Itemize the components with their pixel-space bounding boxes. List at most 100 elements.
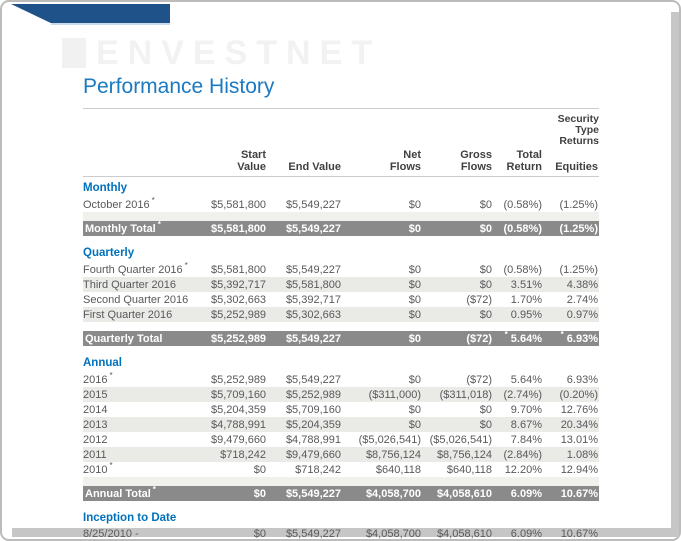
cell-equities: 20.34% <box>560 418 598 431</box>
total-row: Annual Total * $0 $5,549,227 $4,058,700 $4,05… <box>83 484 599 501</box>
column-header-end-value: End Value <box>288 161 341 173</box>
cell-net-flows: $0 <box>408 263 421 276</box>
header-divider <box>83 176 599 177</box>
report-content: Performance History Security Type Return… <box>83 3 599 540</box>
row-label-text: 8/25/2010 - 10/24/2016 <box>83 528 139 540</box>
title-divider <box>83 108 599 109</box>
cell-equities: 1.08% <box>566 448 598 461</box>
cell-total-return: (2.74%) <box>503 388 542 401</box>
cell-gross-flows: $0 <box>479 263 492 276</box>
row-label: Annual Total * <box>83 484 211 499</box>
cell-equities: 2.74% <box>566 293 598 306</box>
cell-start-value: $5,302,663 <box>211 293 267 306</box>
cell-total-return: * 5.64% <box>504 329 542 345</box>
cell-end-value: $718,242 <box>295 463 341 476</box>
cell-equities: 10.67% <box>560 528 598 540</box>
cell-gross-flows: $0 <box>479 198 492 211</box>
row-label: First Quarter 2016 <box>83 309 211 321</box>
cell-end-value: $5,549,227 <box>285 263 341 276</box>
security-type-returns-header: Security Type Returns <box>557 113 599 147</box>
cell-gross-flows: $0 <box>479 222 492 235</box>
cell-end-value: $5,549,227 <box>285 528 341 540</box>
cell-end-value: $5,549,227 <box>285 198 341 211</box>
cell-total-return: 9.70% <box>510 403 542 416</box>
cell-gross-flows: $8,756,124 <box>436 448 492 461</box>
column-header-equities: Equities <box>555 161 598 173</box>
cell-start-value: $4,788,991 <box>211 418 267 431</box>
cell-end-value: $5,549,227 <box>285 332 341 345</box>
table-row: 2013 $4,788,991 $5,204,359 $0 $0 8.67% 20.34% <box>83 417 599 432</box>
footnote-marker: * <box>504 329 508 339</box>
cell-start-value: $5,581,800 <box>211 222 267 235</box>
row-label-text: First Quarter 2016 <box>83 308 173 321</box>
table-row: October 2016 * $5,581,800 $5,549,227 $0 $0 (0.… <box>83 196 599 212</box>
cell-total-return: 12.20% <box>504 463 542 476</box>
row-label: 2013 <box>83 419 211 431</box>
column-header-net-flows: Net Flows <box>389 149 421 173</box>
total-row: Quarterly Total $5,252,989 $5,549,227 $0 ($7… <box>83 329 599 346</box>
row-label: 2016 * <box>83 371 211 386</box>
row-label: October 2016 * <box>83 196 211 210</box>
watermark-logo: ENVESTNET <box>62 36 381 70</box>
table-row: Third Quarter 2016 $5,392,717 $5,581,800 $0… <box>83 277 599 292</box>
cell-total-return: 1.70% <box>510 293 542 306</box>
cell-end-value: $5,709,160 <box>285 403 341 416</box>
section-annual: Annual 2016 * $5,252,989 $5,549,227 $0 ($72) 5.… <box>83 357 599 501</box>
row-label-text: 2012 <box>83 433 108 446</box>
cell-end-value: $5,581,800 <box>285 278 341 291</box>
cell-gross-flows: $0 <box>479 403 492 416</box>
performance-table: Monthly October 2016 * $5,581,800 $5,549,227… <box>83 182 599 540</box>
cell-net-flows: $0 <box>408 332 421 345</box>
section-heading: Annual <box>83 357 122 369</box>
row-spacer <box>83 477 599 486</box>
cell-net-flows: $0 <box>408 373 421 386</box>
cell-total-return: 5.64% <box>510 373 542 386</box>
cell-total-return: 0.95% <box>510 308 542 321</box>
cell-total-return: (2.84%) <box>503 448 542 461</box>
table-row: 8/25/2010 - 10/24/2016 $0 $5,549,227 $4,058… <box>83 527 599 540</box>
cell-gross-flows: $4,058,610 <box>436 487 492 500</box>
cell-net-flows: $0 <box>408 278 421 291</box>
row-label-text: Third Quarter 2016 <box>83 278 176 291</box>
cell-end-value: $5,549,227 <box>285 373 341 386</box>
row-label: 2012 <box>83 434 211 446</box>
row-label-text: 2016 <box>83 373 108 386</box>
cell-total-return: 6.09% <box>510 528 542 540</box>
row-label: 2014 <box>83 404 211 416</box>
cell-total-return: 8.67% <box>510 418 542 431</box>
row-spacer <box>83 322 599 331</box>
cell-end-value: $9,479,660 <box>285 448 341 461</box>
footnote-marker: * <box>152 484 156 494</box>
row-label: Third Quarter 2016 <box>83 279 211 291</box>
watermark-text: ENVESTNET <box>96 34 382 72</box>
row-label: Monthly Total * <box>83 219 211 234</box>
cell-start-value: $5,392,717 <box>211 278 267 291</box>
cell-equities: 6.93% <box>566 373 598 386</box>
cell-gross-flows: $640,118 <box>446 463 492 476</box>
row-spacer <box>83 212 599 221</box>
footnote-marker: * <box>184 260 188 270</box>
cell-gross-flows: $0 <box>479 308 492 321</box>
row-label-text: 2013 <box>83 418 108 431</box>
cell-net-flows: $0 <box>408 222 421 235</box>
cell-end-value: $5,549,227 <box>285 222 341 235</box>
cell-total-return: (0.58%) <box>503 198 542 211</box>
cell-end-value: $5,204,359 <box>285 418 341 431</box>
table-row: 2015 $5,709,160 $5,252,989 ($311,000) ($311,… <box>83 387 599 402</box>
column-header-start-value: Start Value <box>237 149 266 173</box>
cell-total-return: 3.51% <box>510 278 542 291</box>
table-column-headers: Start Value End Value Net Flows Gross Fl… <box>83 149 599 176</box>
cell-equities: (1.25%) <box>559 198 598 211</box>
cell-gross-flows: $0 <box>479 418 492 431</box>
section-monthly: Monthly October 2016 * $5,581,800 $5,549,227… <box>83 182 599 236</box>
watermark-mark-icon <box>62 38 86 68</box>
row-label: 2010 * <box>83 461 211 475</box>
footnote-marker: * <box>157 219 161 229</box>
cell-gross-flows: ($72) <box>466 293 492 306</box>
cell-total-return: 6.09% <box>510 487 542 500</box>
row-label-column-header <box>83 173 211 176</box>
page-title: Performance History <box>83 75 275 98</box>
cell-start-value: $0 <box>253 528 266 540</box>
corner-banner <box>11 4 170 23</box>
